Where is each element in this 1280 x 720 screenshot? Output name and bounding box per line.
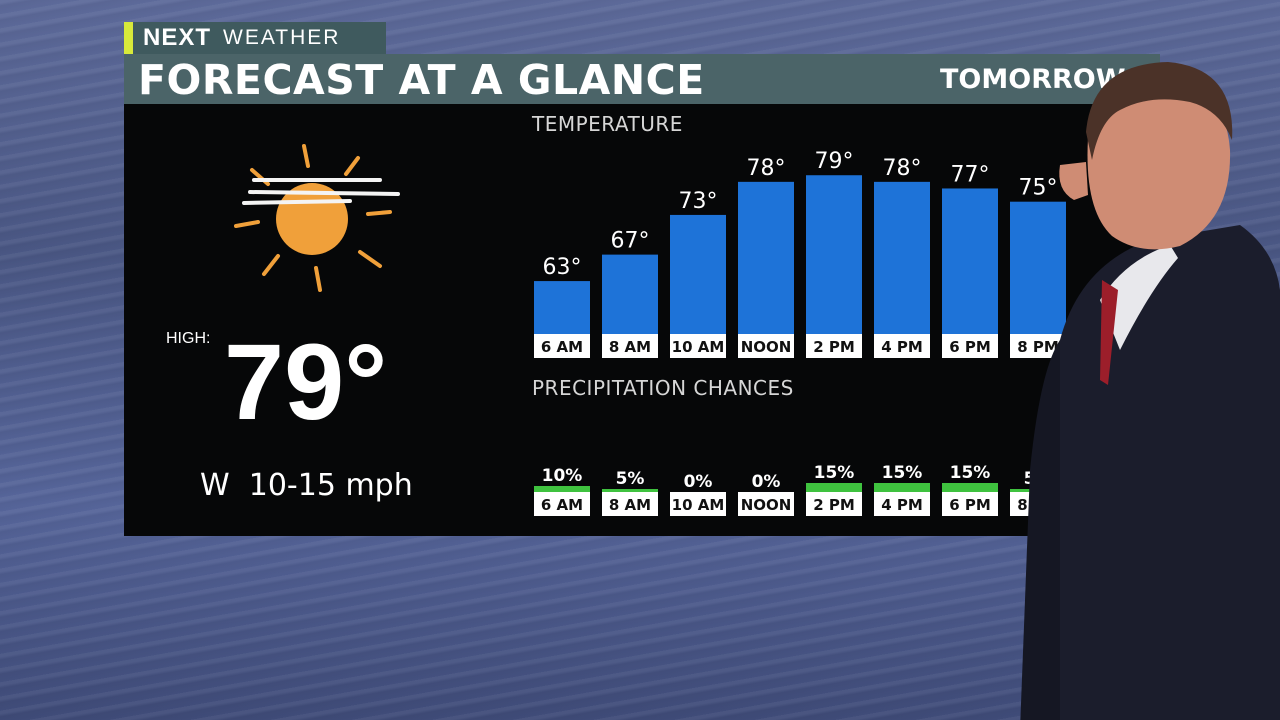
temp-value-label: 79° xyxy=(815,149,854,174)
temp-value-label: 77° xyxy=(951,162,990,187)
temp-time-label: 2 PM xyxy=(813,338,855,356)
precip-bar xyxy=(602,489,658,492)
precip-value-label: 5% xyxy=(616,469,645,489)
temp-value-label: 78° xyxy=(747,156,786,181)
precip-bar xyxy=(534,486,590,492)
meteorologist-figure xyxy=(1000,50,1280,720)
precip-time-label: 2 PM xyxy=(813,496,855,514)
brand-name: NEXT xyxy=(143,24,211,52)
precip-time-label: 8 AM xyxy=(609,496,651,514)
page-title: FORECAST AT A GLANCE xyxy=(138,56,705,104)
precip-time-label: 6 PM xyxy=(949,496,991,514)
temp-bar xyxy=(806,175,862,334)
temp-bar xyxy=(602,255,658,334)
brand-accent-bar xyxy=(124,22,133,54)
precip-bar xyxy=(942,483,998,492)
precip-value-label: 0% xyxy=(752,472,781,492)
precip-time-label: 4 PM xyxy=(881,496,923,514)
precip-time-label: 10 AM xyxy=(672,496,725,514)
precip-time-label: 6 AM xyxy=(541,496,583,514)
brand-subtitle: WEATHER xyxy=(223,26,340,50)
temp-value-label: 67° xyxy=(611,229,650,254)
temp-time-label: 10 AM xyxy=(672,338,725,356)
temp-bar xyxy=(874,182,930,334)
precip-bar xyxy=(874,483,930,492)
precip-bar xyxy=(806,483,862,492)
temp-value-label: 78° xyxy=(883,156,922,181)
precip-value-label: 15% xyxy=(814,463,855,483)
temp-value-label: 73° xyxy=(679,189,718,214)
temp-bar xyxy=(738,182,794,334)
temp-bar xyxy=(942,188,998,334)
precip-time-label: NOON xyxy=(741,496,792,514)
temp-bar xyxy=(534,281,590,334)
temp-bar xyxy=(670,215,726,334)
temp-time-label: 6 AM xyxy=(541,338,583,356)
precip-value-label: 15% xyxy=(950,463,991,483)
temp-time-label: 6 PM xyxy=(949,338,991,356)
precip-value-label: 0% xyxy=(684,472,713,492)
temp-time-label: 4 PM xyxy=(881,338,923,356)
precip-value-label: 15% xyxy=(882,463,923,483)
precip-value-label: 10% xyxy=(542,466,583,486)
temp-value-label: 63° xyxy=(543,255,582,280)
brand-tag: NEXT WEATHER xyxy=(124,22,386,54)
temp-time-label: NOON xyxy=(741,338,792,356)
temp-time-label: 8 AM xyxy=(609,338,651,356)
